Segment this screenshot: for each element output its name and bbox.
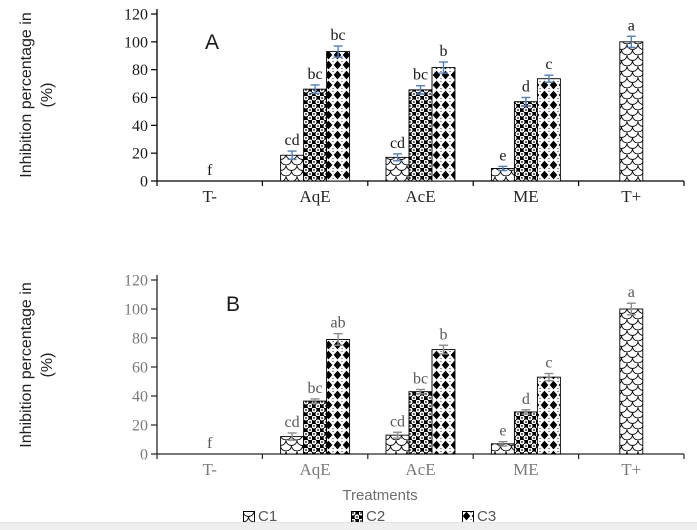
legend-swatch-c2-circles-pattern (351, 510, 363, 523)
bar-AqE-C3 (326, 51, 351, 182)
legend-label-c1: C1 (258, 508, 278, 525)
sig-letter-ME-C3: c (545, 56, 552, 73)
y-tick-label: 60 (132, 360, 148, 377)
y-axis-label-panel-b: Inhibition percentage in (%) (16, 260, 58, 470)
y-tick-label: 100 (124, 34, 148, 51)
category-label: T- (202, 187, 217, 206)
category-label: AqE (300, 460, 331, 479)
sig-letter-T-: f (207, 162, 213, 179)
bar-AqE-C2 (303, 400, 328, 455)
panel-letter-a: A (205, 31, 220, 54)
bar-ME-C2 (513, 411, 538, 455)
sig-letter-T+-C1: a (628, 284, 635, 301)
category-label: ME (513, 187, 539, 206)
x-axis-title: Treatments (342, 487, 418, 504)
bar-AqE-C2 (303, 88, 328, 182)
y-tick-label: 120 (124, 7, 148, 24)
panel-b: 020406080100120T-fAqEcdbcabAcEcdbcbMEedc… (124, 273, 685, 479)
legend-label-c3: C3 (477, 508, 497, 525)
y-axis-label-panel-a: Inhibition percentage in (%) (16, 0, 58, 200)
sig-letter-AcE-C3: b (440, 326, 448, 343)
bar-T+-C1 (619, 308, 644, 455)
y-tick-label: 20 (132, 146, 148, 163)
sig-letter-ME-C1: e (499, 423, 506, 440)
sig-letter-AqE-C1: cd (285, 132, 300, 149)
legend-swatch-c3-diamonds-pattern (462, 510, 474, 523)
panel-a: 020406080100120T-fAqEcdbcbcAcEcdbcbMEedc… (124, 7, 685, 206)
bottom-edge-strip (0, 522, 697, 530)
category-label: AqE (300, 187, 331, 206)
y-tick-label: 40 (132, 118, 148, 135)
bar-ME-C3 (536, 376, 561, 455)
sig-letter-ME-C3: c (545, 355, 552, 372)
bar-ME-C2 (513, 101, 538, 182)
y-axis-label-line2: (%) (39, 352, 56, 378)
legend-swatch-c1-fish-scale-pattern (243, 510, 255, 523)
sig-letter-AcE-C2: bc (413, 67, 428, 84)
sig-letter-AcE-C2: bc (413, 370, 428, 387)
y-tick-label: 120 (124, 273, 148, 290)
bar-AqE-C3 (326, 339, 351, 455)
category-label: T+ (621, 460, 641, 479)
bar-ME-C3 (536, 78, 561, 182)
sig-letter-AcE-C1: cd (390, 413, 405, 430)
y-tick-label: 40 (132, 389, 148, 406)
y-tick-label: 80 (132, 62, 148, 79)
category-label: AcE (405, 187, 435, 206)
y-axis-label-line1: Inhibition percentage in (18, 12, 35, 178)
y-tick-label: 20 (132, 418, 148, 435)
category-label: T+ (621, 187, 641, 206)
legend-label-c2: C2 (366, 508, 386, 525)
sig-letter-AqE-C3: bc (331, 27, 346, 44)
y-tick-label: 0 (140, 174, 148, 191)
sig-letter-ME-C2: d (522, 79, 530, 96)
category-label: ME (513, 460, 539, 479)
y-axis-label-line2: (%) (39, 82, 56, 108)
y-tick-label: 80 (132, 331, 148, 348)
sig-letter-ME-C1: e (499, 147, 506, 164)
y-tick-label: 100 (124, 302, 148, 319)
bar-T+-C1 (619, 41, 644, 182)
sig-letter-AqE-C3: ab (331, 315, 346, 332)
bar-AcE-C3 (431, 67, 456, 182)
panel-letter-b: B (226, 293, 241, 316)
y-axis-label-line1: Inhibition percentage in (18, 282, 35, 448)
sig-letter-AqE-C2: bc (308, 66, 323, 83)
sig-letter-AqE-C2: bc (308, 380, 323, 397)
sig-letter-AcE-C1: cd (390, 135, 405, 152)
sig-letter-ME-C2: d (522, 391, 530, 408)
bar-AcE-C3 (431, 349, 456, 455)
y-tick-label: 60 (132, 90, 148, 107)
category-label: AcE (405, 460, 435, 479)
sig-letter-T-: f (207, 435, 213, 452)
bar-AcE-C2 (408, 89, 433, 182)
category-label: T- (202, 460, 217, 479)
sig-letter-T+-C1: a (628, 17, 635, 34)
sig-letter-AqE-C1: cd (285, 414, 300, 431)
sig-letter-AcE-C3: b (440, 43, 448, 60)
bar-AcE-C2 (408, 391, 433, 455)
y-tick-label: 0 (140, 447, 148, 464)
